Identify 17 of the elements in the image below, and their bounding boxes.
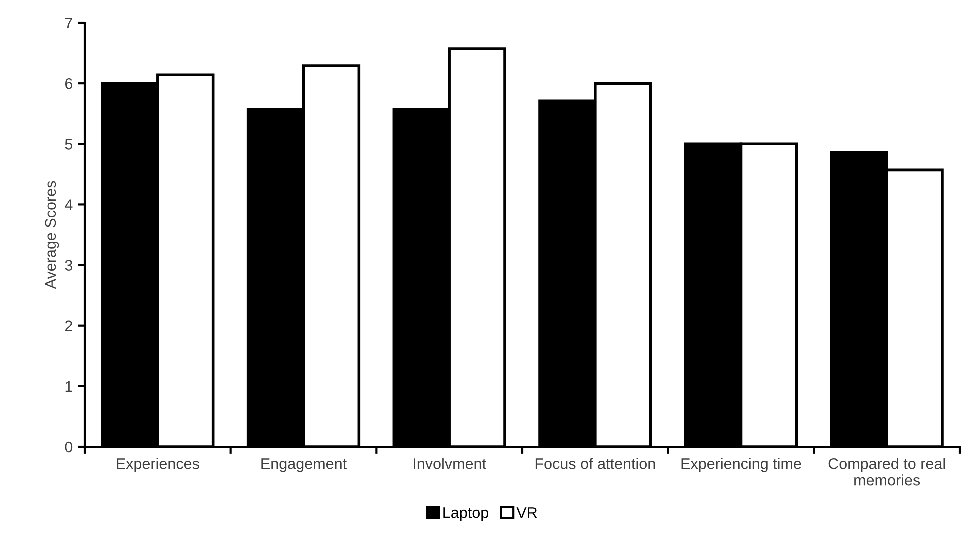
legend-label: Laptop	[444, 508, 489, 522]
y-tick-label: 1	[66, 381, 72, 392]
x-tick-label: Experiences	[117, 458, 200, 472]
y-tick-label: 3	[65, 260, 73, 271]
y-tick-label: 0	[65, 442, 73, 453]
x-tick-label: Involvment	[414, 458, 486, 470]
x-tick-label: Focus of attention	[536, 458, 656, 470]
legend-label: VR	[516, 508, 538, 518]
y-tick-label: 5	[65, 139, 73, 150]
y-tick-label: 6	[65, 78, 73, 90]
y-tick-label: 2	[65, 320, 72, 332]
x-tick-label: Engagement	[262, 458, 347, 472]
x-tick-label: Experiencing time	[682, 458, 802, 472]
y-axis-title: Average Scores	[45, 181, 60, 290]
x-tick-label: Compared to real memories	[828, 458, 946, 486]
y-tick-label: 4	[65, 200, 73, 210]
y-tick-label: 7	[65, 18, 72, 29]
